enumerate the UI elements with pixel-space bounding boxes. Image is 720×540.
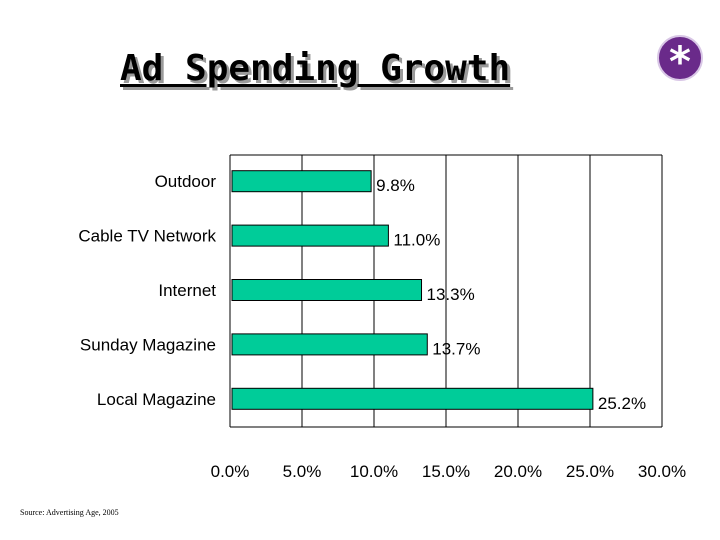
bar bbox=[231, 279, 423, 301]
value-label: 9.8% bbox=[376, 176, 415, 195]
source-note: Source: Advertising Age, 2005 bbox=[20, 508, 119, 517]
x-tick-label: 0.0% bbox=[211, 462, 250, 481]
x-tick-label: 20.0% bbox=[494, 462, 542, 481]
value-label: 11.0% bbox=[393, 231, 440, 250]
x-tick-label: 30.0% bbox=[638, 462, 686, 481]
category-label: Cable TV Network bbox=[78, 227, 216, 246]
chart-title: Ad Spending Growth bbox=[120, 48, 511, 89]
chart-labels: 0.0% 5.0% 10.0% 15.0% 20.0% 25.0% 30.0% Outdoor… bbox=[78, 172, 686, 481]
bar bbox=[231, 224, 389, 247]
bar bbox=[231, 387, 594, 410]
bar bbox=[231, 170, 372, 193]
asterisk-icon: * bbox=[657, 35, 703, 85]
chart-bars bbox=[231, 170, 594, 410]
x-tick-label: 15.0% bbox=[422, 462, 470, 481]
category-label: Sunday Magazine bbox=[80, 335, 216, 354]
x-tick-label: 10.0% bbox=[350, 462, 398, 481]
category-label: Internet bbox=[158, 281, 216, 300]
value-label: 13.3% bbox=[427, 285, 475, 304]
category-label: Local Magazine bbox=[97, 390, 216, 409]
value-label: 25.2% bbox=[598, 394, 646, 413]
x-tick-label: 25.0% bbox=[566, 462, 614, 481]
x-tick-label: 5.0% bbox=[283, 462, 322, 481]
bar bbox=[231, 333, 428, 356]
category-label: Outdoor bbox=[155, 172, 217, 191]
value-label: 13.7% bbox=[432, 339, 480, 358]
